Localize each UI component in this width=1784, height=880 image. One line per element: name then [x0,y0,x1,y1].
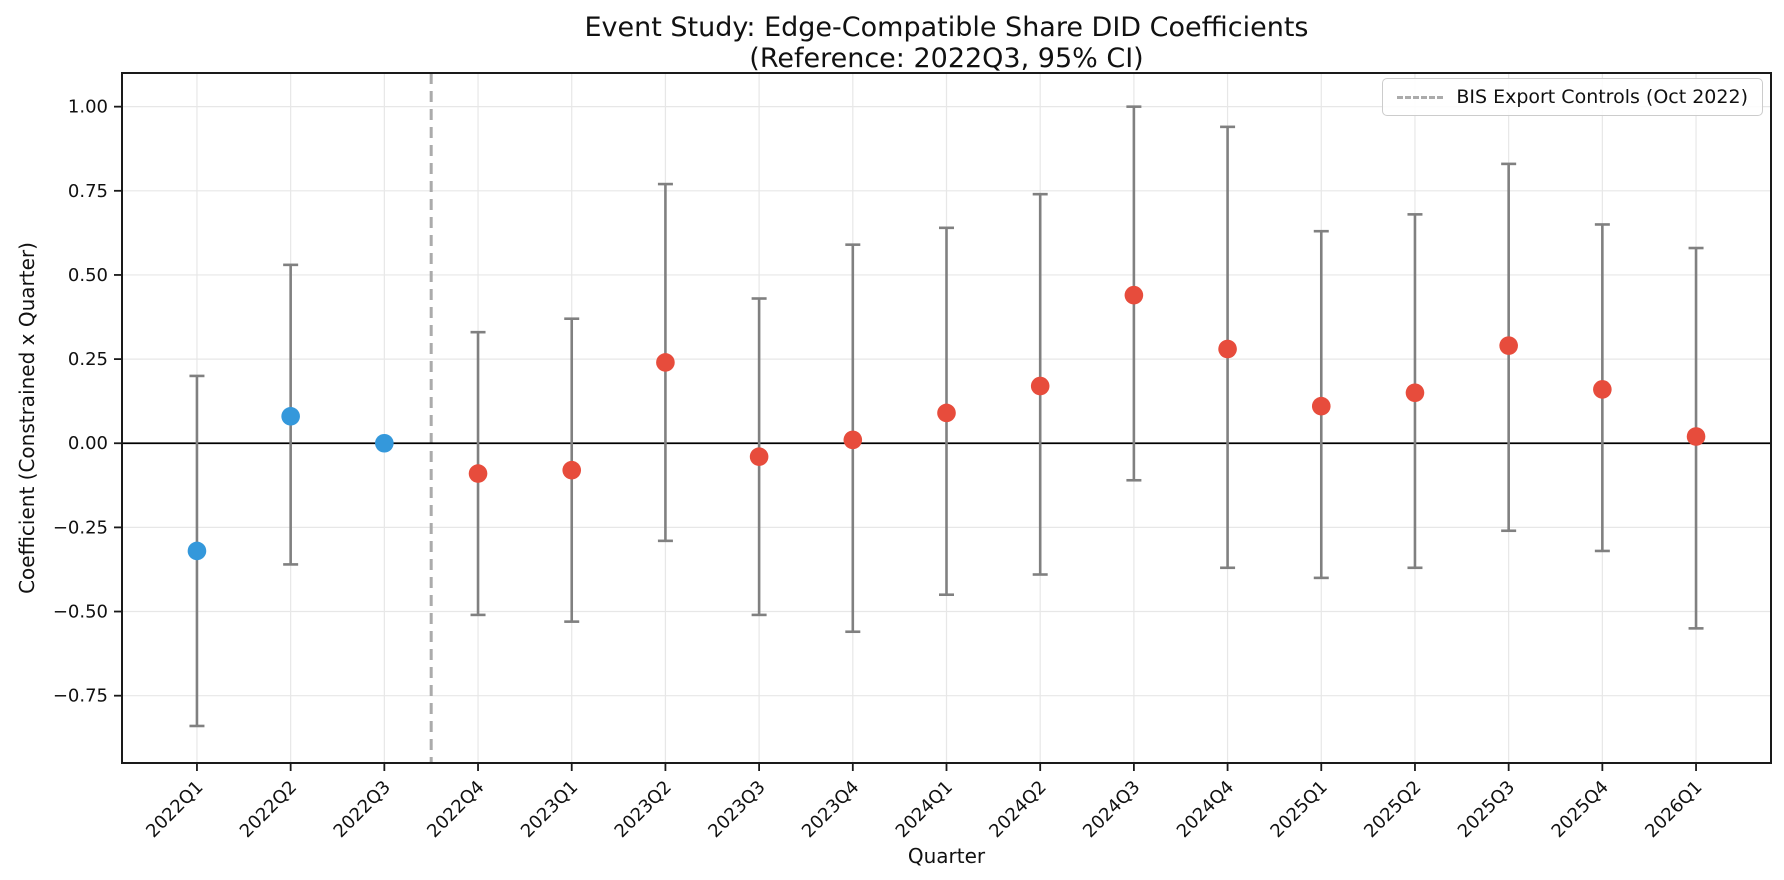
x-tick-label-2025Q3: 2025Q3 [1454,777,1519,842]
y-tick-label: −0.50 [53,602,108,623]
x-tick-label-2025Q4: 2025Q4 [1548,777,1613,842]
y-tick-label: 0.25 [68,349,108,370]
x-tick-label-2022Q3: 2022Q3 [330,777,395,842]
x-tick-label-2023Q1: 2023Q1 [517,777,582,842]
x-tick-label-2024Q1: 2024Q1 [892,777,957,842]
x-tick-label-2023Q4: 2023Q4 [798,777,863,842]
y-tick-label: 0.75 [68,181,108,202]
x-tick-label-2022Q1: 2022Q1 [142,777,207,842]
chart-subtitle: (Reference: 2022Q3, 95% CI) [749,43,1144,74]
data-point-2023Q1 [562,460,582,480]
data-point-2025Q3 [1499,336,1518,355]
data-point-2026Q1 [1686,427,1706,446]
chart-title: Event Study: Edge-Compatible Share DID C… [584,12,1309,43]
data-point-2025Q1 [1311,396,1331,416]
data-point-2024Q3 [1124,285,1144,305]
y-tick-label: −0.75 [53,686,108,707]
data-point-2022Q2 [281,407,300,426]
x-tick-label-2022Q4: 2022Q4 [423,777,488,842]
y-tick-label: 1.00 [68,97,108,118]
x-tick-label-2024Q4: 2024Q4 [1173,777,1238,842]
legend-label: BIS Export Controls (Oct 2022) [1456,86,1748,108]
x-tick-label-2023Q3: 2023Q3 [704,777,769,842]
x-tick-label-2023Q2: 2023Q2 [611,777,676,842]
data-point-2023Q2 [656,353,675,372]
title-block: Event Study: Edge-Compatible Share DID C… [122,12,1771,74]
x-axis-label: Quarter [907,844,986,868]
data-point-2023Q3 [749,447,769,467]
dashed-line-icon [1397,95,1444,99]
y-tick-label: 0.00 [68,433,108,454]
x-tick-label-2026Q1: 2026Q1 [1641,777,1706,842]
data-point-2022Q4 [468,464,488,483]
x-tick-label-2025Q2: 2025Q2 [1360,777,1425,842]
data-point-2025Q4 [1593,380,1612,399]
data-point-2022Q1 [187,541,207,561]
y-tick-label: −0.25 [53,517,108,538]
data-point-2024Q1 [937,403,956,423]
x-tick-label-2024Q3: 2024Q3 [1079,777,1144,842]
data-point-2025Q2 [1405,383,1425,403]
data-point-2022Q3 [375,433,394,453]
y-tick-label: 0.50 [68,265,108,286]
legend: BIS Export Controls (Oct 2022) [1382,78,1763,116]
x-tick-label-2024Q2: 2024Q2 [985,777,1050,842]
data-point-2024Q4 [1218,339,1237,359]
data-point-2024Q2 [1030,376,1050,396]
data-point-2023Q4 [843,430,863,450]
x-tick-label-2022Q2: 2022Q2 [236,777,301,842]
y-axis-label: Coefficient (Constrained x Quarter) [15,242,39,594]
x-tick-label-2025Q1: 2025Q1 [1266,777,1331,842]
